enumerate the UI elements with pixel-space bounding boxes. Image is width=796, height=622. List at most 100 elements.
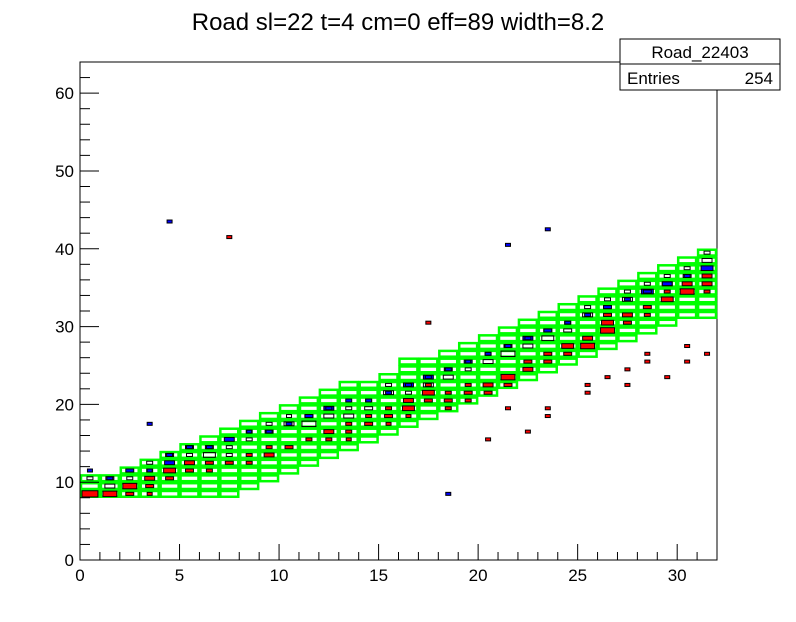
hist-cell-red (265, 445, 273, 450)
road-box (457, 388, 479, 397)
hist-cell-black (286, 414, 293, 419)
road-box (159, 489, 180, 498)
hist-cell-red (401, 405, 415, 412)
road-box (199, 466, 220, 475)
hist-cell-black (225, 445, 233, 450)
road-box (298, 411, 320, 421)
hist-cell-red (663, 289, 671, 294)
road-box (378, 380, 399, 390)
road-box (696, 248, 718, 257)
road-box (438, 388, 459, 397)
hist-cell-blue (164, 460, 176, 466)
hist-cell-red (205, 468, 213, 473)
hist-cell-blue (86, 468, 93, 473)
road-box (418, 388, 439, 397)
hist-cell-black (424, 375, 432, 380)
road-box (418, 365, 439, 374)
hist-cell-black (642, 289, 652, 294)
road-box (477, 334, 499, 343)
road-box (378, 411, 399, 421)
hist-cell-black (582, 312, 594, 318)
road-box (239, 474, 260, 483)
road-box (577, 326, 598, 335)
y-tick-label: 20 (55, 395, 74, 414)
hist-cell-black (623, 289, 631, 294)
road-box (696, 310, 718, 320)
road-box (696, 279, 718, 288)
hist-cell-red (463, 390, 473, 395)
hist-cell-black (604, 297, 612, 302)
road-box (597, 302, 618, 312)
road-box (696, 271, 718, 281)
hist-cell-red (543, 351, 553, 356)
hist-cell-red (624, 367, 631, 372)
hist-cell-black (643, 281, 651, 286)
road-box (537, 341, 558, 351)
road-box (497, 357, 519, 366)
x-tick-label: 25 (568, 566, 587, 585)
road-box (617, 302, 638, 312)
hist-cell-red (284, 445, 294, 450)
road-box (657, 279, 678, 288)
road-box (179, 443, 200, 452)
road-box (318, 404, 340, 413)
hist-cell-red (405, 414, 412, 419)
hist-cell-red (660, 296, 674, 303)
road-box (358, 435, 379, 444)
road-box (159, 458, 180, 467)
road-box (199, 474, 220, 483)
road-box (358, 396, 379, 405)
road-box (298, 443, 320, 452)
hist-cell-black (603, 305, 612, 310)
hist-cell-blue (146, 421, 153, 426)
hist-cell-red (425, 320, 432, 325)
hist-cell-blue (106, 476, 114, 481)
road-box (258, 458, 280, 467)
road-box (537, 349, 558, 358)
hist-cell-black (104, 483, 116, 489)
road-box (79, 481, 101, 491)
hist-cell-black (541, 335, 555, 342)
road-box (617, 295, 638, 304)
road-box (239, 427, 260, 436)
road-box (637, 318, 658, 327)
y-tick-label: 60 (55, 84, 74, 103)
road-box (199, 435, 220, 444)
hist-cell-red (163, 467, 177, 474)
hist-cell-red (684, 359, 691, 364)
hist-cell-blue (661, 281, 673, 287)
road-box (398, 365, 419, 374)
hist-cell-black (225, 452, 233, 457)
road-box (617, 287, 638, 296)
road-box (239, 443, 260, 452)
hist-cell-red (443, 398, 453, 403)
road-box (378, 388, 399, 397)
road-box (219, 466, 240, 475)
road-box (398, 388, 419, 397)
hist-cell-red (263, 452, 275, 458)
road-box (617, 279, 638, 288)
road-box (318, 450, 340, 460)
hist-cell-black (301, 420, 317, 428)
hist-cell-red (664, 375, 671, 380)
road-box (497, 380, 519, 390)
hist-cell-red (325, 437, 333, 442)
road-box (199, 458, 220, 467)
hist-cell-red (482, 382, 494, 388)
road-box (258, 443, 280, 452)
road-box (398, 396, 419, 405)
road-box (398, 419, 419, 428)
road-box (239, 450, 260, 460)
road-box (418, 380, 439, 390)
road-box (278, 435, 300, 444)
road-box (597, 287, 618, 296)
hist-cell-red (704, 351, 711, 356)
road-box (278, 427, 300, 436)
road-box (637, 295, 658, 304)
road-box (378, 373, 399, 382)
road-box (617, 326, 638, 335)
hist-cell-black (500, 350, 516, 358)
hist-cell-red (524, 429, 531, 434)
hist-cell-blue (385, 390, 393, 395)
road-box (398, 380, 419, 390)
